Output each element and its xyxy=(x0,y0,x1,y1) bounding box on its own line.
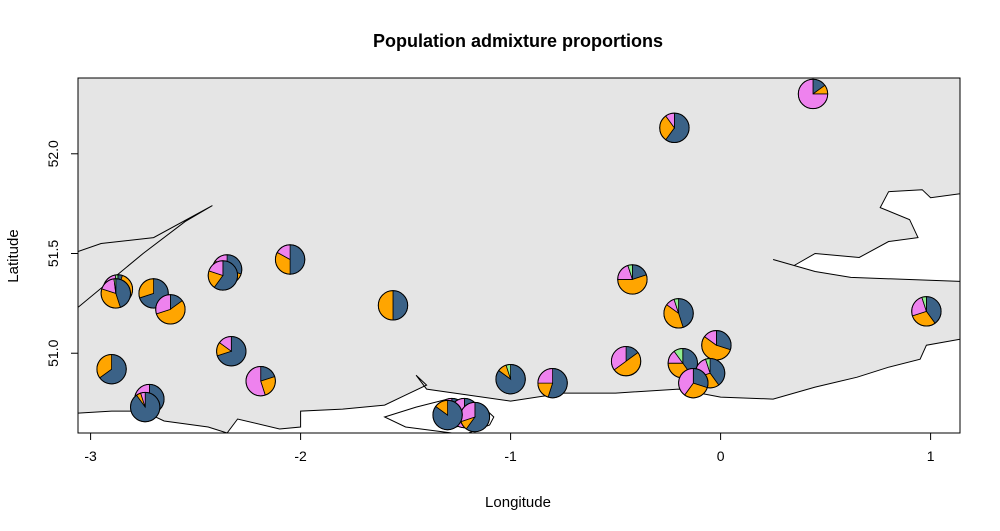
pie-marker xyxy=(659,112,690,144)
y-axis: 51.0 51.5 52.0 xyxy=(45,140,79,367)
pie-outline xyxy=(495,363,526,395)
pie-marker xyxy=(701,330,732,361)
pie-marker xyxy=(245,365,276,397)
pie-marker xyxy=(377,290,409,321)
pie-marker xyxy=(155,294,186,325)
pie-outline xyxy=(659,112,690,144)
x-tick-label: -3 xyxy=(84,448,97,464)
chart-title: Population admixture proportions xyxy=(373,31,663,51)
pie-outline xyxy=(537,367,568,399)
x-axis-label: Longitude xyxy=(485,494,551,511)
pie-marker xyxy=(797,78,829,110)
pie-outline xyxy=(130,391,161,423)
x-tick-label: -2 xyxy=(294,448,307,464)
pie-outline xyxy=(432,399,463,431)
pie-marker xyxy=(537,367,568,399)
plot-region xyxy=(78,78,960,433)
pie-marker xyxy=(216,336,247,367)
pie-marker xyxy=(100,278,132,309)
pie-outline xyxy=(96,353,127,385)
pie-marker xyxy=(663,298,694,329)
pie-outline xyxy=(207,260,239,291)
pie-outline xyxy=(138,278,169,309)
sea-area xyxy=(78,78,960,433)
pie-marker xyxy=(96,353,127,385)
x-tick-label: -1 xyxy=(504,448,517,464)
pie-marker xyxy=(207,260,239,291)
y-axis-label: Latitude xyxy=(5,229,22,282)
pie-outline xyxy=(678,367,709,399)
pie-outline xyxy=(274,244,306,275)
pie-outline xyxy=(663,298,694,329)
x-tick-label: 1 xyxy=(927,448,935,464)
pie-outline xyxy=(797,78,829,110)
pie-outline xyxy=(245,365,276,397)
pie-marker xyxy=(274,244,306,275)
pie-outline xyxy=(610,346,642,377)
x-axis: -3 -2 -1 0 1 xyxy=(84,432,935,464)
pie-outline xyxy=(155,294,186,325)
pie-outline xyxy=(100,278,132,309)
y-tick-label: 51.5 xyxy=(45,240,61,267)
y-tick-label: 51.0 xyxy=(45,339,61,366)
pie-marker xyxy=(617,264,648,295)
pie-markers xyxy=(96,78,942,433)
pie-outline xyxy=(216,336,247,367)
pie-marker xyxy=(432,399,463,431)
y-tick-label: 52.0 xyxy=(45,140,61,167)
pie-outline xyxy=(911,296,942,327)
pie-marker xyxy=(495,363,526,395)
pie-marker xyxy=(459,401,491,433)
pie-marker xyxy=(130,391,161,423)
x-tick-label: 0 xyxy=(717,448,725,464)
pie-marker xyxy=(911,296,942,327)
pie-marker xyxy=(610,346,642,377)
pie-outline xyxy=(617,264,648,295)
pie-outline xyxy=(377,290,409,321)
pie-marker xyxy=(678,367,709,399)
